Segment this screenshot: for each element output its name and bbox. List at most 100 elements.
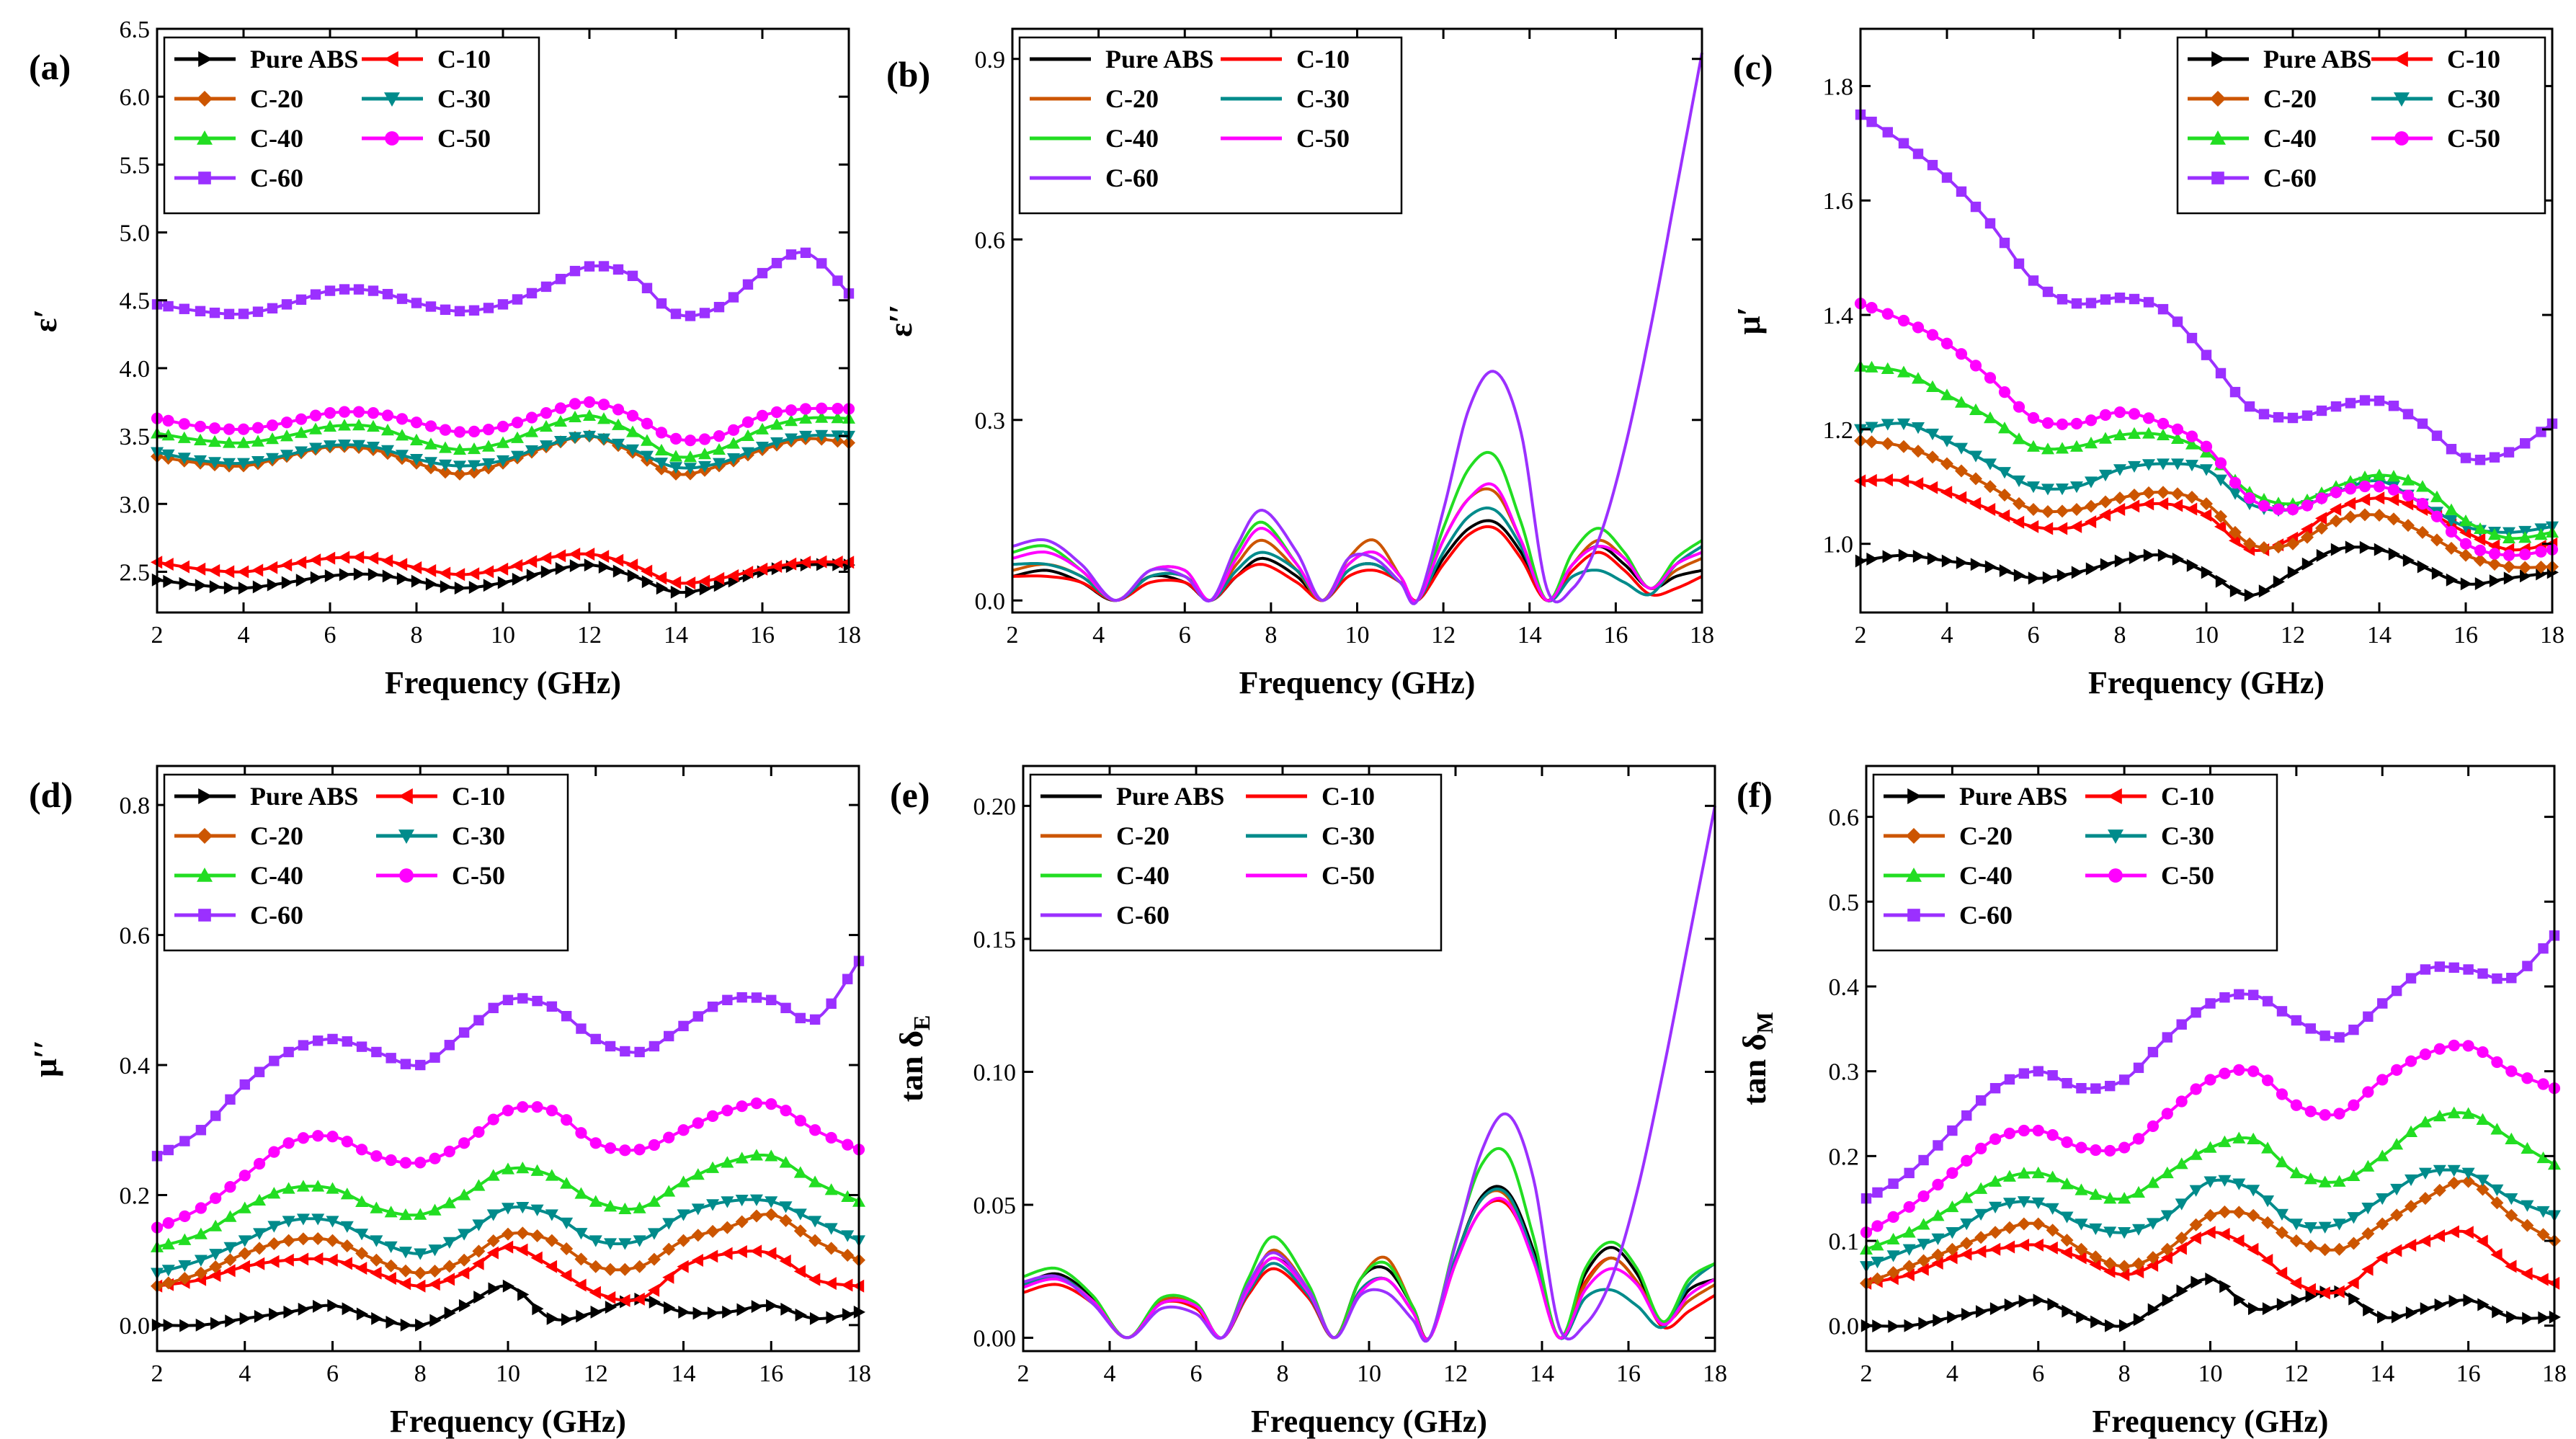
legend-marker: [2211, 171, 2224, 184]
data-point: [179, 303, 190, 314]
legend-marker: [2108, 788, 2122, 804]
data-point: [2013, 515, 2025, 529]
legend-marker: [2108, 868, 2123, 883]
data-point: [2105, 1319, 2117, 1332]
legend-item: Pure ABS: [1040, 782, 1224, 811]
data-point: [2070, 440, 2083, 452]
data-point: [2090, 1315, 2103, 1329]
data-point: [2488, 548, 2501, 560]
data-point: [1931, 1209, 1945, 1221]
legend-item: C-50: [2085, 861, 2214, 890]
data-point: [400, 1318, 412, 1332]
series-c-20: [1860, 1175, 2561, 1290]
data-point: [2387, 484, 2400, 496]
data-point: [1865, 435, 1878, 449]
data-point: [502, 1279, 514, 1293]
legend-label: C-40: [1959, 861, 2013, 890]
data-point: [1960, 1237, 1974, 1250]
data-point: [2205, 1272, 2217, 1286]
data-point: [410, 561, 422, 574]
data-point: [2433, 1229, 2446, 1243]
data-point: [396, 572, 409, 586]
data-point: [2347, 1276, 2359, 1290]
data-point: [1998, 489, 2011, 502]
data-point: [342, 1036, 352, 1047]
y-tick-label: 5.0: [120, 220, 151, 247]
data-point: [2492, 1305, 2504, 1319]
data-point: [295, 294, 307, 306]
data-point: [497, 576, 509, 589]
data-point: [502, 1162, 514, 1175]
legend-item: C-40: [174, 124, 303, 153]
data-point: [2157, 458, 2170, 471]
data-point: [2041, 505, 2054, 518]
data-point: [516, 1162, 530, 1174]
data-point: [2521, 1200, 2534, 1212]
data-point: [2286, 537, 2299, 551]
legend-marker: [2210, 91, 2226, 107]
data-point: [468, 460, 481, 472]
data-point: [2503, 571, 2515, 585]
data-point: [808, 1216, 822, 1228]
data-point: [2004, 1298, 2016, 1311]
data-point: [340, 1188, 354, 1200]
panel-b: 2 4 6 8 10 12 14 16 18 0.0 0.3 0.6 0.9 Frequency (GHz…: [882, 27, 1714, 700]
data-point: [2416, 480, 2429, 492]
data-point: [440, 580, 452, 594]
data-point: [2447, 1225, 2459, 1239]
data-point: [649, 1041, 660, 1052]
data-point: [371, 1046, 382, 1058]
data-point: [1917, 1190, 1930, 1203]
data-point: [295, 574, 308, 587]
data-point: [576, 1309, 588, 1323]
series-line: [1866, 1043, 2555, 1234]
data-point: [2315, 492, 2328, 504]
data-point: [1886, 1232, 1900, 1245]
data-point: [313, 1035, 324, 1046]
data-point: [2090, 1083, 2101, 1094]
data-point: [2405, 973, 2417, 984]
data-point: [398, 1208, 412, 1221]
y-tick-label: 2.5: [120, 559, 151, 586]
legend-item: C-30: [376, 821, 505, 850]
data-point: [2186, 332, 2198, 344]
data-point: [161, 429, 175, 441]
data-point: [2405, 1174, 2418, 1187]
data-point: [1999, 237, 2010, 249]
y-tick-label: 1.2: [1823, 417, 1854, 444]
series-c-30: [151, 429, 855, 475]
data-point: [2461, 1107, 2475, 1119]
data-point: [785, 414, 798, 427]
data-point: [2215, 574, 2227, 588]
data-point: [2070, 417, 2083, 430]
data-point: [253, 1157, 266, 1170]
data-point: [1917, 1262, 1929, 1276]
data-point: [324, 440, 337, 453]
data-point: [706, 1199, 720, 1211]
data-point: [2291, 1293, 2303, 1307]
legend-box: [1872, 773, 2278, 952]
data-point: [1912, 321, 1925, 334]
x-tick-label: 14: [664, 622, 688, 649]
legend-marker: [197, 91, 213, 107]
data-point: [266, 453, 279, 465]
data-point: [473, 1015, 484, 1026]
data-point: [605, 1301, 618, 1314]
data-point: [2448, 962, 2459, 974]
data-point: [2056, 504, 2069, 518]
data-point: [842, 974, 853, 984]
legend-marker: [398, 829, 414, 844]
data-point: [1912, 422, 1925, 435]
data-point: [2287, 566, 2299, 579]
data-point: [751, 1300, 763, 1314]
data-point: [385, 1154, 397, 1167]
y-tick-label: 0.4: [120, 1053, 151, 1079]
data-point: [670, 585, 682, 599]
data-point: [706, 1161, 720, 1173]
data-point: [1886, 1266, 1900, 1280]
data-point: [779, 1201, 793, 1213]
data-point: [396, 450, 409, 462]
legend: Pure ABS C-10 C-20 C-30 C-40 C-50 C-60: [1029, 773, 1443, 952]
data-point: [2076, 1082, 2087, 1094]
data-point: [252, 306, 264, 317]
